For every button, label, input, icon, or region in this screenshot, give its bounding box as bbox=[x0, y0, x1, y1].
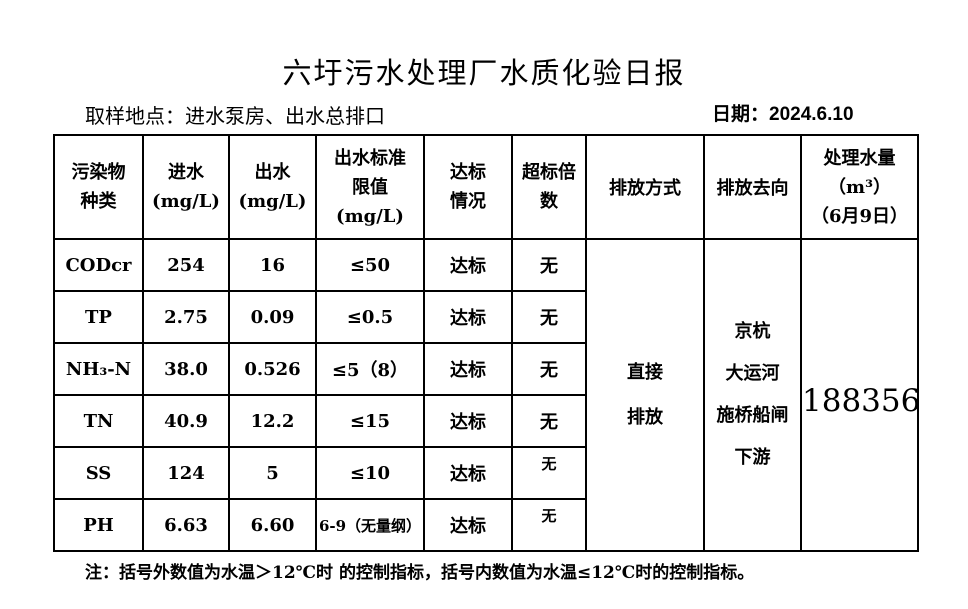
col-header-limit-line3: (mg/L) bbox=[336, 205, 404, 227]
discharge-mode-line1: 直接 bbox=[627, 362, 663, 383]
cell-status: 达标 bbox=[423, 342, 513, 396]
col-header-effluent-line1: 出水 bbox=[254, 162, 291, 183]
water-quality-table: 污染物 种类 进水 (mg/L) 出水 (mg/L) 出水标准 限值 (mg/L… bbox=[53, 134, 919, 552]
col-header-influent-line2: (mg/L) bbox=[152, 191, 220, 212]
cell-effluent: 5 bbox=[228, 446, 317, 500]
cell-limit: ≤15 bbox=[315, 394, 425, 448]
col-header-compliance: 达标 情况 bbox=[423, 134, 513, 240]
cell-exceed: 无 bbox=[511, 342, 587, 396]
page-title: 六圩污水处理厂水质化验日报 bbox=[282, 56, 686, 90]
cell-exceed: 无 bbox=[511, 238, 587, 292]
cell-pollutant: CODcr bbox=[53, 238, 144, 292]
cell-effluent: 0.09 bbox=[228, 290, 317, 344]
col-header-limit-line1: 出水标准 bbox=[334, 147, 406, 169]
discharge-dest-line1: 京杭 bbox=[734, 321, 771, 342]
col-header-exceed-line1: 超标倍 bbox=[522, 162, 576, 183]
cell-exceed: 无 bbox=[511, 498, 587, 552]
cell-pollutant: TN bbox=[53, 394, 144, 448]
cell-influent: 124 bbox=[142, 446, 230, 500]
col-header-discharge-dest: 排放去向 bbox=[703, 134, 802, 240]
cell-pollutant: SS bbox=[53, 446, 144, 500]
col-header-volume: 处理水量 （m³） （6月9日） bbox=[800, 134, 919, 240]
col-header-influent-line1: 进水 bbox=[168, 162, 204, 183]
cell-limit: ≤5（8） bbox=[315, 342, 425, 396]
col-header-pollutant-line1: 污染物 bbox=[71, 162, 126, 183]
col-header-pollutant-line2: 种类 bbox=[80, 191, 117, 212]
col-header-discharge-mode: 排放方式 bbox=[585, 134, 705, 240]
table-row-nh3n: NH₃-N 38.0 0.526 ≤5（8） 达标 无 bbox=[53, 342, 918, 396]
col-header-compliance-line2: 情况 bbox=[450, 191, 486, 212]
cell-pollutant: PH bbox=[53, 498, 144, 552]
cell-limit: 6-9（无量纲） bbox=[315, 498, 425, 552]
cell-exceed: 无 bbox=[511, 446, 587, 500]
cell-status: 达标 bbox=[423, 446, 513, 500]
table-row-tn: TN 40.9 12.2 ≤15 达标 无 bbox=[53, 394, 918, 448]
cell-influent: 2.75 bbox=[142, 290, 230, 344]
cell-effluent: 16 bbox=[228, 238, 317, 292]
cell-limit: ≤10 bbox=[315, 446, 425, 500]
cell-effluent: 12.2 bbox=[228, 394, 317, 448]
cell-influent: 6.63 bbox=[142, 498, 230, 552]
cell-status: 达标 bbox=[423, 238, 513, 292]
cell-pollutant: NH₃-N bbox=[53, 342, 144, 396]
discharge-dest-line2: 大运河 bbox=[725, 363, 780, 384]
col-header-influent: 进水 (mg/L) bbox=[142, 134, 230, 240]
col-header-exceed-line2: 数 bbox=[540, 191, 558, 212]
cell-pollutant: TP bbox=[53, 290, 144, 344]
cell-influent: 38.0 bbox=[142, 342, 230, 396]
cell-effluent: 6.60 bbox=[228, 498, 317, 552]
cell-status: 达标 bbox=[423, 498, 513, 552]
discharge-dest-line4: 下游 bbox=[734, 447, 771, 468]
cell-limit: ≤50 bbox=[315, 238, 425, 292]
col-header-volume-line1: 处理水量 bbox=[823, 147, 896, 169]
sampling-location-label: 取样地点：进水泵房、出水总排口 bbox=[85, 104, 385, 128]
cell-influent: 40.9 bbox=[142, 394, 230, 448]
col-header-effluent-line2: (mg/L) bbox=[238, 191, 307, 212]
cell-status: 达标 bbox=[423, 394, 513, 448]
table-row-tp: TP 2.75 0.09 ≤0.5 达标 无 bbox=[53, 290, 918, 344]
footnote: 注：括号外数值为水温＞12℃时 的控制指标，括号内数值为水温≤12℃时的控制指标… bbox=[85, 563, 755, 583]
cell-limit: ≤0.5 bbox=[315, 290, 425, 344]
cell-exceed: 无 bbox=[511, 394, 587, 448]
col-header-compliance-line1: 达标 bbox=[450, 162, 486, 183]
col-header-pollutant: 污染物 种类 bbox=[53, 134, 144, 240]
cell-exceed: 无 bbox=[511, 290, 587, 344]
cell-volume: 188356 bbox=[800, 238, 919, 552]
col-header-volume-line2: （m³） bbox=[828, 176, 891, 198]
col-header-exceed: 超标倍 数 bbox=[511, 134, 587, 240]
cell-influent: 254 bbox=[142, 238, 230, 292]
cell-discharge-mode: 直接 排放 bbox=[585, 238, 705, 552]
col-header-volume-line3: （6月9日） bbox=[810, 205, 909, 227]
table-row-codcr: CODcr 254 16 ≤50 达标 无 直接 排放 京杭 大运河 施桥船闸 … bbox=[53, 238, 919, 552]
discharge-dest-line3: 施桥船闸 bbox=[716, 405, 789, 426]
table-row-ph: PH 6.63 6.60 6-9（无量纲） 达标 无 bbox=[53, 498, 918, 552]
col-header-limit-line2: 限值 bbox=[352, 176, 388, 198]
report-date: 日期：2024.6.10 bbox=[712, 104, 854, 125]
table-header-row: 污染物 种类 进水 (mg/L) 出水 (mg/L) 出水标准 限值 (mg/L… bbox=[53, 134, 919, 240]
col-header-effluent: 出水 (mg/L) bbox=[228, 134, 317, 240]
cell-status: 达标 bbox=[423, 290, 513, 344]
cell-effluent: 0.526 bbox=[228, 342, 317, 396]
discharge-mode-line2: 排放 bbox=[627, 407, 663, 428]
cell-discharge-dest: 京杭 大运河 施桥船闸 下游 bbox=[703, 238, 802, 552]
table-row-ss: SS 124 5 ≤10 达标 无 bbox=[53, 446, 918, 500]
col-header-limit: 出水标准 限值 (mg/L) bbox=[315, 134, 425, 240]
